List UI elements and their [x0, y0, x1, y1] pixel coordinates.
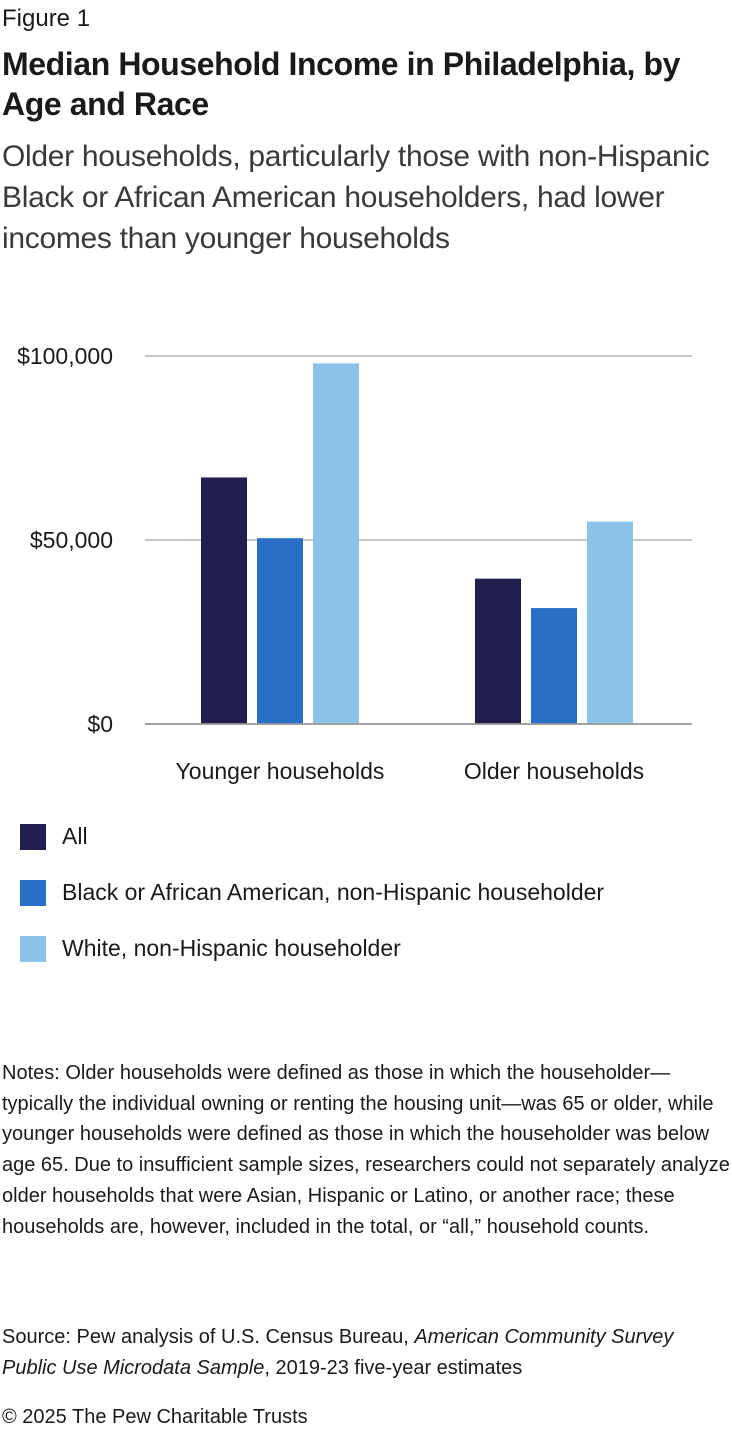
x-tick-label: Younger households — [176, 758, 385, 784]
bar — [257, 538, 303, 724]
y-tick-label: $50,000 — [30, 527, 113, 553]
legend-swatch — [20, 936, 46, 962]
y-tick-label: $100,000 — [17, 343, 113, 369]
bar — [475, 578, 521, 724]
legend: All Black or African American, non-Hispa… — [20, 820, 720, 988]
bar — [313, 363, 359, 724]
x-tick-label: Older households — [464, 758, 644, 784]
chart-title: Median Household Income in Philadelphia,… — [2, 46, 681, 122]
bar — [587, 521, 633, 724]
notes: Notes: Older households were defined as … — [2, 1062, 730, 1238]
legend-label: White, non-Hispanic householder — [62, 935, 401, 961]
source: Source: Pew analysis of U.S. Census Bure… — [2, 1322, 730, 1384]
legend-swatch — [20, 824, 46, 850]
bar-chart: $0 $50,000 $100,000 Younger households Older… — [17, 343, 692, 784]
copyright: © 2025 The Pew Charitable Trusts — [2, 1406, 308, 1428]
legend-item-all: All — [20, 820, 720, 852]
bar — [531, 608, 577, 724]
chart-subtitle: Older households, particularly those wit… — [2, 140, 710, 255]
legend-item-white: White, non-Hispanic householder — [20, 932, 720, 964]
bar — [201, 477, 247, 724]
legend-label: All — [62, 823, 88, 849]
legend-swatch — [20, 880, 46, 906]
legend-label: Black or African American, non-Hispanic … — [62, 879, 605, 905]
source-prefix: Source: Pew analysis of U.S. Census Bure… — [2, 1326, 415, 1348]
y-tick-label: $0 — [87, 711, 113, 737]
figure-label: Figure 1 — [2, 5, 91, 32]
legend-item-black: Black or African American, non-Hispanic … — [20, 876, 720, 908]
source-title: American Community Survey Public Use Mic… — [2, 1326, 674, 1379]
source-suffix: , 2019-23 five-year estimates — [264, 1357, 523, 1379]
